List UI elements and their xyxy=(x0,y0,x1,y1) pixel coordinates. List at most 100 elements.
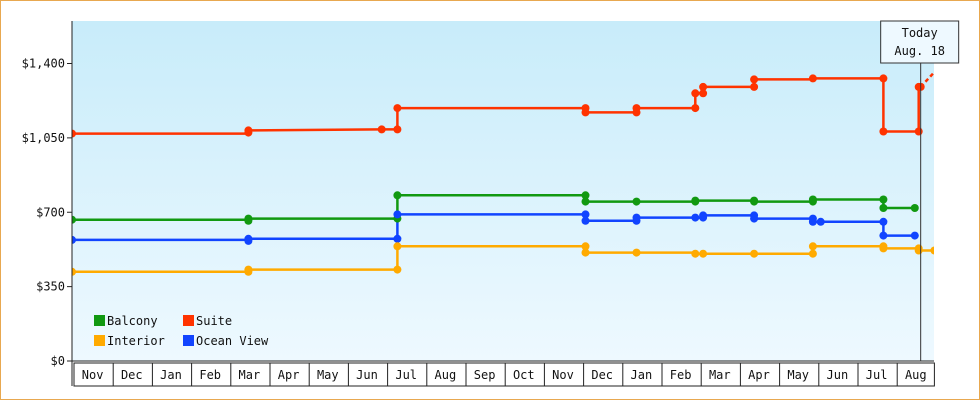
x-tick-label: Jan xyxy=(631,368,653,382)
x-tick-label: Apr xyxy=(748,368,770,382)
x-tick-label: Dec xyxy=(591,368,613,382)
axes-layer: $0 $350 $700 $1,050 $1,400 Nov Dec Jan Feb Mar Apr… xyxy=(22,21,935,387)
data-point-ocean-view xyxy=(699,213,708,222)
data-point-ocean-view xyxy=(632,213,641,222)
data-point-ocean-view xyxy=(879,217,888,226)
y-tick-label: $350 xyxy=(36,280,65,294)
data-point-ocean-view xyxy=(816,217,825,226)
x-tick-label: May xyxy=(317,368,339,382)
data-point-ocean-view xyxy=(750,214,759,223)
data-point-suite xyxy=(377,125,386,134)
data-point-interior xyxy=(808,249,817,258)
today-label: Today xyxy=(902,26,938,40)
y-tick-label: $700 xyxy=(36,205,65,219)
data-point-suite xyxy=(914,127,923,136)
data-point-suite xyxy=(750,82,759,91)
data-point-interior xyxy=(581,242,590,251)
data-point-interior xyxy=(72,267,76,276)
data-point-balcony xyxy=(72,215,76,224)
legend-swatch-ocean-view xyxy=(183,335,194,346)
x-tick-label: Dec xyxy=(121,368,143,382)
data-point-interior xyxy=(699,249,708,258)
data-point-interior xyxy=(691,249,700,258)
x-tick-label: Nov xyxy=(552,368,574,382)
legend-swatch-balcony xyxy=(94,315,105,326)
data-point-suite xyxy=(879,74,888,83)
data-point-balcony xyxy=(808,195,817,204)
x-tick-label: Feb xyxy=(199,368,221,382)
legend-label-ocean-view: Ocean View xyxy=(196,334,269,348)
x-tick-label: Apr xyxy=(278,368,300,382)
data-point-balcony xyxy=(879,204,888,212)
data-point-interior xyxy=(914,246,923,255)
plot-background xyxy=(72,21,934,361)
data-point-ocean-view xyxy=(393,234,402,243)
data-point-ocean-view xyxy=(910,231,919,240)
x-tick-label: Jun xyxy=(827,368,849,382)
x-tick-label: Mar xyxy=(709,368,731,382)
data-point-interior xyxy=(930,246,934,255)
data-point-balcony xyxy=(581,191,590,200)
today-label-box xyxy=(880,20,960,64)
x-tick-label: Jul xyxy=(866,368,888,382)
legend-swatch-suite xyxy=(183,315,194,326)
x-tick-label: Jan xyxy=(160,368,182,382)
data-point-suite xyxy=(691,89,700,98)
data-point-balcony xyxy=(910,204,919,212)
x-tick-label: Aug xyxy=(435,368,457,382)
x-axis-band xyxy=(73,362,935,387)
x-tick-label: Aug xyxy=(905,368,927,382)
data-point-suite xyxy=(393,125,402,134)
data-point-interior xyxy=(808,242,817,251)
data-point-balcony xyxy=(691,196,700,205)
data-point-ocean-view xyxy=(244,236,253,245)
data-point-balcony xyxy=(244,216,253,225)
series-layer xyxy=(72,70,934,276)
data-point-interior xyxy=(393,265,402,274)
data-point-suite xyxy=(72,129,76,138)
data-point-balcony xyxy=(632,197,641,206)
legend-label-interior: Interior xyxy=(107,334,165,348)
x-tick-label: Sep xyxy=(474,368,496,382)
data-point-ocean-view xyxy=(393,210,402,219)
today-layer: Today Aug. 18 xyxy=(880,20,960,361)
legend-label-suite: Suite xyxy=(196,314,232,328)
data-point-interior xyxy=(750,249,759,258)
data-point-suite xyxy=(393,104,402,113)
x-tick-label: Jul xyxy=(395,368,417,382)
data-point-suite xyxy=(808,74,817,83)
data-point-ocean-view xyxy=(691,213,700,222)
data-point-balcony xyxy=(581,197,590,206)
y-tick-label: $1,050 xyxy=(22,131,65,145)
data-point-suite xyxy=(879,127,888,136)
data-point-ocean-view xyxy=(808,217,817,226)
data-point-suite xyxy=(691,104,700,113)
data-point-ocean-view xyxy=(72,235,76,244)
data-point-ocean-view xyxy=(879,231,888,240)
data-point-balcony xyxy=(393,191,402,200)
data-point-balcony xyxy=(750,197,759,206)
data-point-interior xyxy=(393,242,402,251)
x-tick-label: Feb xyxy=(670,368,692,382)
legend-swatch-interior xyxy=(94,335,105,346)
data-point-ocean-view xyxy=(581,210,590,219)
y-tick-label: $0 xyxy=(51,354,65,368)
x-tick-label: Oct xyxy=(513,368,535,382)
legend: Balcony Suite Interior Ocean View xyxy=(94,314,269,348)
x-tick-label: Nov xyxy=(82,368,104,382)
data-point-suite xyxy=(699,89,708,98)
data-point-ocean-view xyxy=(581,216,590,225)
today-date-label: Aug. 18 xyxy=(894,44,945,58)
data-point-balcony xyxy=(879,195,888,204)
x-tick-label: Mar xyxy=(239,368,261,382)
data-point-interior xyxy=(632,248,641,257)
data-point-interior xyxy=(581,248,590,257)
data-point-suite xyxy=(750,75,759,84)
x-tick-label: May xyxy=(787,368,809,382)
data-point-interior xyxy=(244,267,253,276)
data-point-suite xyxy=(581,108,590,117)
x-tick-label: Jun xyxy=(356,368,378,382)
data-point-suite xyxy=(632,104,641,113)
